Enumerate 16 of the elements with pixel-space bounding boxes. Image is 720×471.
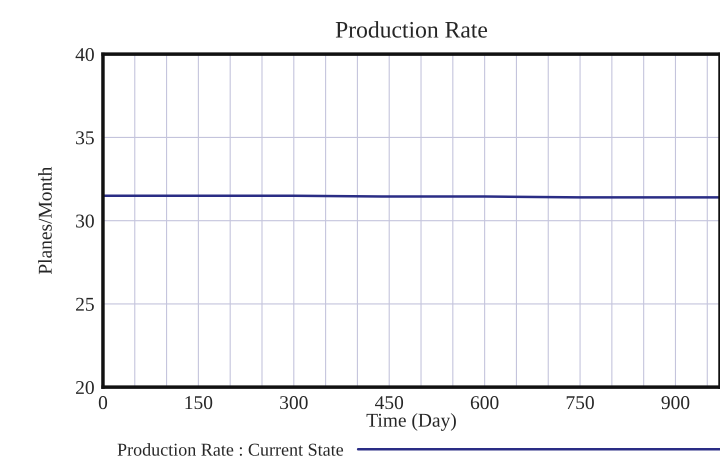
- chart-title: Production Rate: [336, 21, 488, 38]
- x-tick-label: 150: [186, 396, 212, 410]
- y-tick-label: 25: [76, 298, 94, 311]
- y-tick-label: 40: [76, 48, 94, 62]
- x-tick-label: 750: [566, 396, 594, 410]
- x-axis-title: Time (Day): [366, 413, 456, 431]
- x-tick-label: 0: [98, 396, 108, 410]
- y-tick-label: 35: [76, 131, 94, 144]
- x-tick-label: 600: [470, 396, 498, 410]
- x-tick-label: 900: [662, 396, 690, 410]
- x-tick-label: 450: [375, 396, 404, 410]
- y-axis-title: Planes/Month: [38, 166, 52, 274]
- x-tick-label: 300: [280, 396, 308, 410]
- y-tick-label: 20: [76, 380, 94, 394]
- y-tick-label: 30: [76, 214, 94, 228]
- text: Production Rate : Current State: [118, 443, 344, 456]
